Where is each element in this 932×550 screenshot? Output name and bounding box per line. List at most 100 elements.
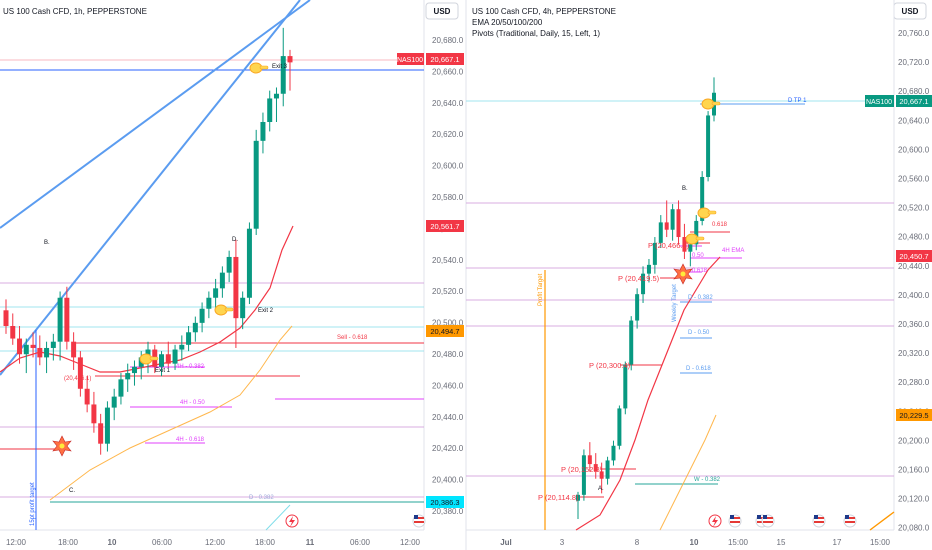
right-ema-line [869,511,895,531]
right-candles [576,77,716,520]
price-tick-label: 20,480.0 [432,350,464,359]
left-tag-symbol: NAS100 [397,57,423,64]
candle-body [111,396,117,408]
price-tick-label: 20,120.0 [898,495,930,504]
candle-body [599,471,604,479]
price-tick-label: 20,600.0 [432,162,464,171]
candle-body [273,93,279,99]
right-tag-symbol: NAS100 [866,99,892,106]
us-flag-icon[interactable] [812,514,826,528]
candle-body [593,464,598,472]
left-price-tags: NAS100 20,667.1 20,561.7 20,494.7 20,386… [397,53,464,508]
candle [23,338,29,374]
right-label-d-50: D - 0.50 [688,330,710,336]
candle-body [159,354,165,367]
candle-body [219,272,225,289]
candle-body [641,273,646,295]
candle-body [576,494,580,501]
candle-body [91,404,97,424]
right-label-fib-618: 0.618 [692,268,708,274]
time-tick-label: 8 [635,538,640,547]
candle [605,456,610,485]
candle [213,278,219,311]
left-candles [3,27,293,455]
candle [104,401,110,452]
left-label-d: D. [232,237,238,243]
price-tick-label: 20,760.0 [898,29,930,38]
candle [682,223,687,260]
candle-body [581,455,586,495]
left-currency-button[interactable]: USD [434,7,451,16]
candle-body [3,310,9,326]
candle-body [118,379,124,397]
time-tick-label: 18:00 [58,538,79,547]
pointing-hand-icon [697,207,717,219]
candle-body [623,364,628,409]
candle-body [104,407,110,444]
right-label-weekly-target: Weekly Target [672,284,678,322]
candle [71,332,77,370]
right-time-axis: Jul 3 8 10 15:00 15 17 15:00 [500,538,890,547]
candle [581,449,586,501]
lightning-icon[interactable] [285,514,299,528]
pointing-hand-icon [701,98,721,110]
right-tag-price: 20,229.5 [899,411,928,420]
right-ema-legend[interactable]: EMA 20/50/100/200 [472,18,543,27]
left-chart-title: US 100 Cash CFD, 1h, PEPPERSTONE [3,7,147,16]
us-flag-icon[interactable] [843,514,857,528]
price-tick-label: 20,360.0 [898,320,930,329]
candle [159,351,165,377]
price-tick-label: 20,320.0 [898,349,930,358]
us-flag-icon[interactable] [761,514,775,528]
left-trend-line[interactable] [0,0,311,229]
right-chart-panel[interactable]: US 100 Cash CFD, 4h, PEPPERSTONE EMA 20/… [466,0,932,547]
candle [84,376,90,413]
candle-body [694,220,699,245]
left-label-exit2: Exit 2 [258,308,274,314]
candle-body [670,209,675,230]
us-flag-icon[interactable] [412,514,426,528]
left-label-pivot: (20,466.1) [64,376,91,382]
candle-body [206,297,212,309]
price-tick-label: 20,420.0 [432,444,464,453]
price-tick-label: 20,400.0 [898,291,930,300]
right-pivots-legend[interactable]: Pivots (Traditional, Daily, 15, Left, 1) [472,29,600,38]
us-flag-icon[interactable] [728,514,742,528]
left-currency-button-bg[interactable] [425,2,459,20]
candle [165,341,171,367]
price-tick-label: 20,500.0 [432,319,464,328]
candle-body [98,423,104,444]
price-tick-label: 20,380.0 [432,507,464,516]
right-ema-line [575,256,721,531]
candle [267,90,273,132]
right-tag-price: 20,450.7 [899,252,928,261]
candle [219,266,225,298]
candle-body [71,341,77,358]
candle [111,388,117,421]
left-trend-line[interactable] [0,0,301,376]
candle [629,316,634,371]
candle [125,363,131,392]
right-label-a: A. [598,486,604,492]
candle [206,291,212,319]
left-tag-price: 20,561.7 [430,222,459,231]
price-tick-label: 20,540.0 [432,256,464,265]
candle-body [646,264,651,274]
left-label-sell: Sell - 0.618 [337,335,368,341]
pointing-hand-icon [139,353,159,365]
candle [253,129,259,235]
right-ema-line [659,414,717,531]
candle [233,239,239,348]
left-label-fib-618: 4H - 0.618 [176,437,205,443]
candle [30,332,36,358]
right-currency-button[interactable]: USD [902,7,919,16]
left-chart-panel[interactable]: US 100 Cash CFD, 1h, PEPPERSTONE USD [0,0,464,547]
candle [280,27,286,107]
left-label-profit-target: 15pt profit target [30,482,36,526]
pointing-hand-icon [249,62,269,74]
time-tick-label: 10 [690,538,699,547]
candle [694,215,699,251]
lightning-icon[interactable] [708,514,722,528]
candle-body [84,388,90,405]
candle [77,351,83,397]
